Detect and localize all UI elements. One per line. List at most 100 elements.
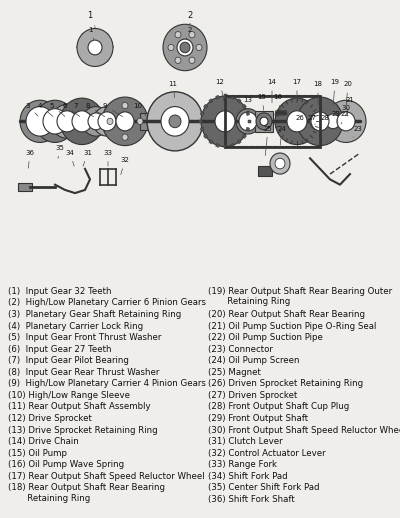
Bar <box>200 127 204 131</box>
Text: 23: 23 <box>353 126 362 137</box>
Text: (13) Drive Sprocket Retaining Ring: (13) Drive Sprocket Retaining Ring <box>8 426 158 435</box>
Text: (33) Range Fork: (33) Range Fork <box>208 460 277 469</box>
Text: 31: 31 <box>83 150 92 166</box>
Text: 4: 4 <box>38 103 53 117</box>
Text: 30: 30 <box>342 105 350 116</box>
Circle shape <box>98 112 116 131</box>
Text: 20: 20 <box>344 81 352 105</box>
Circle shape <box>57 111 77 132</box>
Text: 11: 11 <box>168 81 178 97</box>
Circle shape <box>260 117 268 125</box>
Circle shape <box>93 107 121 136</box>
Bar <box>200 120 202 123</box>
Text: (11) Rear Output Shaft Assembly: (11) Rear Output Shaft Assembly <box>8 402 151 411</box>
Circle shape <box>82 107 110 136</box>
Text: (18) Rear Output Shaft Rear Bearing
       Retaining Ring: (18) Rear Output Shaft Rear Bearing Reta… <box>8 483 165 503</box>
Bar <box>242 134 246 138</box>
Bar <box>204 104 208 109</box>
Text: (24) Oil Pump Screen: (24) Oil Pump Screen <box>208 356 300 365</box>
Circle shape <box>196 45 202 51</box>
Text: (8)  Input Gear Rear Thrust Washer: (8) Input Gear Rear Thrust Washer <box>8 368 159 377</box>
Circle shape <box>189 32 195 38</box>
Circle shape <box>77 28 113 66</box>
Circle shape <box>297 97 343 146</box>
Text: 21: 21 <box>346 97 354 113</box>
Circle shape <box>116 112 134 131</box>
Text: (22) Oil Pump Suction Pipe: (22) Oil Pump Suction Pipe <box>208 333 323 342</box>
Text: (29) Front Output Shaft: (29) Front Output Shaft <box>208 414 308 423</box>
Text: 32: 32 <box>120 157 130 175</box>
Text: 1: 1 <box>87 11 95 26</box>
Text: 35: 35 <box>56 145 64 159</box>
Circle shape <box>300 103 336 140</box>
Text: (30) Front Output Shaft Speed Reluctor Wheel: (30) Front Output Shaft Speed Reluctor W… <box>208 426 400 435</box>
Text: 29: 29 <box>332 111 340 122</box>
Text: 14: 14 <box>268 79 276 103</box>
Text: (3)  Planetary Gear Shaft Retaining Ring: (3) Planetary Gear Shaft Retaining Ring <box>8 310 181 319</box>
FancyBboxPatch shape <box>258 166 272 176</box>
Text: (32) Control Actuator Lever: (32) Control Actuator Lever <box>208 449 326 458</box>
Text: (6)  Input Gear 27 Teeth: (6) Input Gear 27 Teeth <box>8 344 112 354</box>
Text: 33: 33 <box>104 150 112 166</box>
Text: 10: 10 <box>134 103 146 116</box>
Circle shape <box>310 113 326 130</box>
Bar <box>204 134 208 138</box>
Text: 25: 25 <box>264 126 272 155</box>
Text: (10) High/Low Range Sleeve: (10) High/Low Range Sleeve <box>8 391 130 400</box>
Text: 28: 28 <box>320 115 330 126</box>
Circle shape <box>239 112 257 131</box>
Text: (28) Front Output Shaft Cup Plug: (28) Front Output Shaft Cup Plug <box>208 402 349 411</box>
Text: 19: 19 <box>330 79 340 105</box>
Text: (14) Drive Chain: (14) Drive Chain <box>8 437 79 446</box>
Circle shape <box>102 97 148 146</box>
Circle shape <box>169 115 181 127</box>
Circle shape <box>72 111 92 132</box>
Text: 2: 2 <box>186 26 192 39</box>
Text: (12) Drive Sprocket: (12) Drive Sprocket <box>8 414 92 423</box>
Text: 18: 18 <box>314 81 322 105</box>
Text: (23) Connector: (23) Connector <box>208 344 273 354</box>
Text: (2)  High/Low Planetary Carrier 6 Pinion Gears: (2) High/Low Planetary Carrier 6 Pinion … <box>8 298 206 307</box>
Bar <box>246 127 250 131</box>
Text: 9: 9 <box>103 103 123 117</box>
Bar <box>230 95 234 99</box>
Circle shape <box>122 103 128 109</box>
Circle shape <box>88 40 102 55</box>
Circle shape <box>189 57 195 63</box>
Text: 12: 12 <box>216 79 224 103</box>
Circle shape <box>256 113 272 130</box>
Bar <box>248 120 250 123</box>
Circle shape <box>175 57 181 63</box>
Text: (1)  Input Gear 32 Teeth: (1) Input Gear 32 Teeth <box>8 287 112 296</box>
Circle shape <box>51 105 83 138</box>
Circle shape <box>26 107 54 136</box>
Circle shape <box>275 159 285 169</box>
Circle shape <box>147 92 203 151</box>
Text: (5)  Input Gear Front Thrust Washer: (5) Input Gear Front Thrust Washer <box>8 333 161 342</box>
Circle shape <box>175 32 181 38</box>
FancyBboxPatch shape <box>255 111 273 132</box>
Bar <box>200 111 204 116</box>
Bar <box>242 104 246 109</box>
Text: (27) Driven Sprocket: (27) Driven Sprocket <box>208 391 297 400</box>
Text: (31) Clutch Lever: (31) Clutch Lever <box>208 437 283 446</box>
Text: 36: 36 <box>26 150 34 168</box>
Text: (7)  Input Gear Pilot Bearing: (7) Input Gear Pilot Bearing <box>8 356 129 365</box>
Circle shape <box>43 109 67 134</box>
FancyBboxPatch shape <box>18 182 32 191</box>
Text: (36) Shift Fork Shaft: (36) Shift Fork Shaft <box>208 495 295 504</box>
Circle shape <box>163 24 207 70</box>
Bar <box>216 95 220 99</box>
Circle shape <box>177 39 193 56</box>
Text: 2: 2 <box>187 11 193 24</box>
Text: 1: 1 <box>88 26 94 39</box>
Bar <box>230 143 234 148</box>
Text: 8: 8 <box>86 103 105 117</box>
Circle shape <box>201 96 249 147</box>
Circle shape <box>161 107 189 136</box>
Text: 27: 27 <box>308 115 316 124</box>
Text: 24: 24 <box>278 126 286 145</box>
Circle shape <box>337 112 355 131</box>
Text: (17) Rear Output Shaft Speed Reluctor Wheel: (17) Rear Output Shaft Speed Reluctor Wh… <box>8 472 205 481</box>
Bar <box>209 140 213 144</box>
